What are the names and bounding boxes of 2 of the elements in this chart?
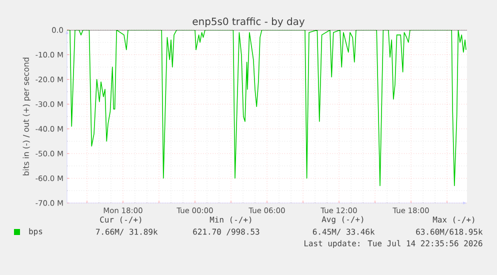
chart-title: enp5s0 traffic - by day xyxy=(192,17,305,28)
line-series xyxy=(67,30,466,186)
